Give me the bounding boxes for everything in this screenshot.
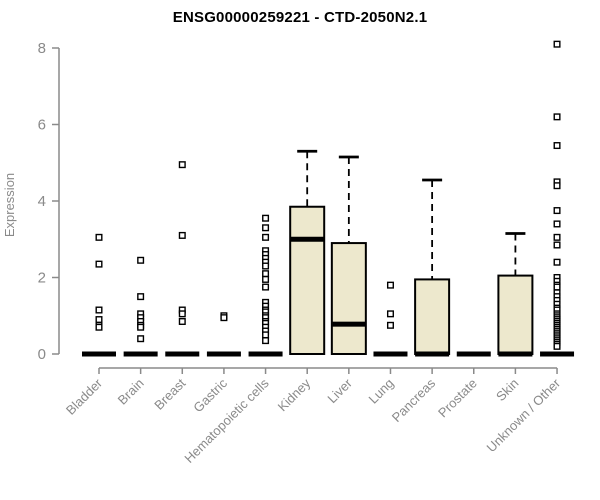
collapsed-box-bar <box>82 351 116 357</box>
outlier-point <box>262 270 270 278</box>
median-line <box>290 236 325 242</box>
collapsed-box-bar <box>540 351 575 357</box>
outlier-point <box>262 214 270 222</box>
outlier-point <box>178 161 186 169</box>
median-line <box>415 351 450 357</box>
outlier-point <box>553 342 561 350</box>
outlier-point <box>137 256 145 264</box>
outlier-point <box>95 306 103 314</box>
outlier-point <box>553 142 561 150</box>
outlier-point <box>553 258 561 266</box>
outlier-point <box>262 224 270 232</box>
outlier-point <box>262 331 270 339</box>
outlier-point <box>386 310 394 318</box>
box-iqr <box>414 278 451 356</box>
outlier-point <box>178 317 186 325</box>
outlier-point <box>95 316 103 324</box>
box-iqr <box>289 205 326 355</box>
median-line <box>331 321 366 327</box>
collapsed-box-bar <box>248 351 283 357</box>
outlier-point <box>95 260 103 268</box>
outlier-point <box>553 241 561 249</box>
box-iqr <box>330 242 367 355</box>
outlier-point <box>262 283 270 291</box>
x-category-label: Lung <box>366 376 397 407</box>
outlier-point <box>386 281 394 289</box>
outlier-point <box>553 220 561 228</box>
y-tick-label: 4 <box>38 193 46 210</box>
collapsed-box-bar <box>373 351 408 357</box>
chart-title: ENSG00000259221 - CTD-2050N2.1 <box>172 9 428 26</box>
x-category-label: Breast <box>151 375 188 412</box>
y-tick-label: 2 <box>38 270 46 287</box>
x-category-label: Prostate <box>435 376 480 421</box>
outlier-point <box>262 275 270 283</box>
outlier-point <box>178 231 186 239</box>
outlier-point <box>553 40 561 48</box>
outlier-point <box>137 323 145 331</box>
outlier-point <box>262 262 270 270</box>
outlier-point <box>386 321 394 329</box>
x-category-label: Gastric <box>190 375 230 415</box>
collapsed-box-bar <box>206 351 241 357</box>
collapsed-box-bar <box>165 351 200 357</box>
y-tick-label: 6 <box>38 117 46 134</box>
outlier-point <box>262 337 270 345</box>
x-category-label: Kidney <box>275 375 314 414</box>
x-category-label: Skin <box>493 376 521 404</box>
outlier-point <box>553 283 561 291</box>
outlier-point <box>553 182 561 190</box>
y-tick-label: 8 <box>38 40 46 57</box>
outlier-point <box>137 335 145 343</box>
median-line <box>498 351 533 357</box>
x-category-label: Brain <box>115 376 147 408</box>
x-category-label: Bladder <box>63 375 106 418</box>
outlier-point <box>553 233 561 241</box>
outlier-point <box>137 293 145 301</box>
outlier-point <box>262 233 270 241</box>
outlier-point <box>553 113 561 121</box>
outlier-point <box>553 207 561 215</box>
outlier-point <box>178 310 186 318</box>
x-category-label: Unknown / Other <box>484 375 564 455</box>
x-category-label: Pancreas <box>389 375 439 425</box>
collapsed-box-bar <box>456 351 491 357</box>
collapsed-box-bar <box>123 351 158 357</box>
outlier-point <box>95 323 103 331</box>
x-category-label: Liver <box>324 375 355 406</box>
outlier-point <box>95 233 103 241</box>
outlier-point <box>220 314 228 322</box>
y-tick-label: 0 <box>38 346 46 363</box>
box-iqr <box>497 274 534 355</box>
